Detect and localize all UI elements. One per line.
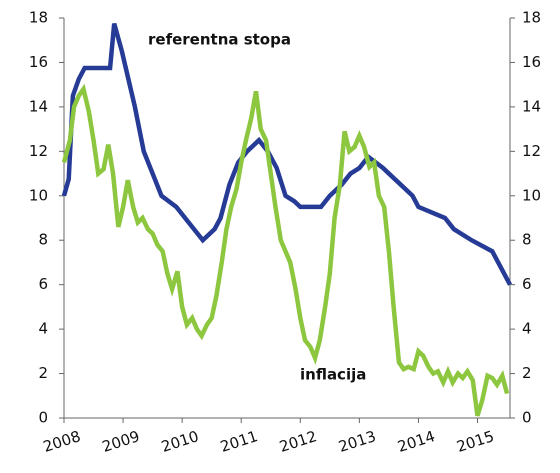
x-tick-label: 2008 (41, 427, 83, 456)
y-tick-label: 10 (29, 186, 48, 204)
y-tick-label: 6 (38, 275, 48, 293)
x-tick-label: 2015 (454, 427, 496, 456)
y2-tick-label: 18 (522, 9, 541, 27)
y-tick-label: 18 (29, 9, 48, 27)
y-tick-label: 14 (29, 97, 48, 115)
y-tick-label: 16 (29, 53, 48, 71)
y-tick-label: 12 (29, 142, 48, 160)
y2-tick-label: 10 (522, 186, 541, 204)
y-tick-label: 2 (38, 364, 48, 382)
line (61, 22, 512, 286)
y2-tick-label: 4 (522, 320, 532, 338)
series-label: referentna stopa (148, 31, 291, 49)
y2-tick-label: 16 (522, 53, 541, 71)
y2-tick-label: 2 (522, 364, 532, 382)
x-tick-label: 2014 (395, 427, 437, 456)
y-tick-label: 0 (38, 409, 48, 427)
y2-tick-label: 6 (522, 275, 532, 293)
y-tick-label: 4 (38, 320, 48, 338)
x-tick-label: 2013 (336, 427, 378, 456)
line (61, 83, 510, 417)
x-tick-label: 2011 (218, 427, 260, 456)
y2-tick-label: 0 (522, 409, 532, 427)
y2-tick-label: 12 (522, 142, 541, 160)
series-label: inflacija (300, 366, 366, 384)
y2-tick-label: 8 (522, 231, 532, 249)
x-tick-label: 2009 (100, 427, 142, 456)
y2-tick-label: 14 (522, 97, 541, 115)
x-tick-label: 2012 (277, 427, 319, 456)
y-tick-label: 8 (38, 231, 48, 249)
x-tick-label: 2010 (159, 427, 201, 456)
